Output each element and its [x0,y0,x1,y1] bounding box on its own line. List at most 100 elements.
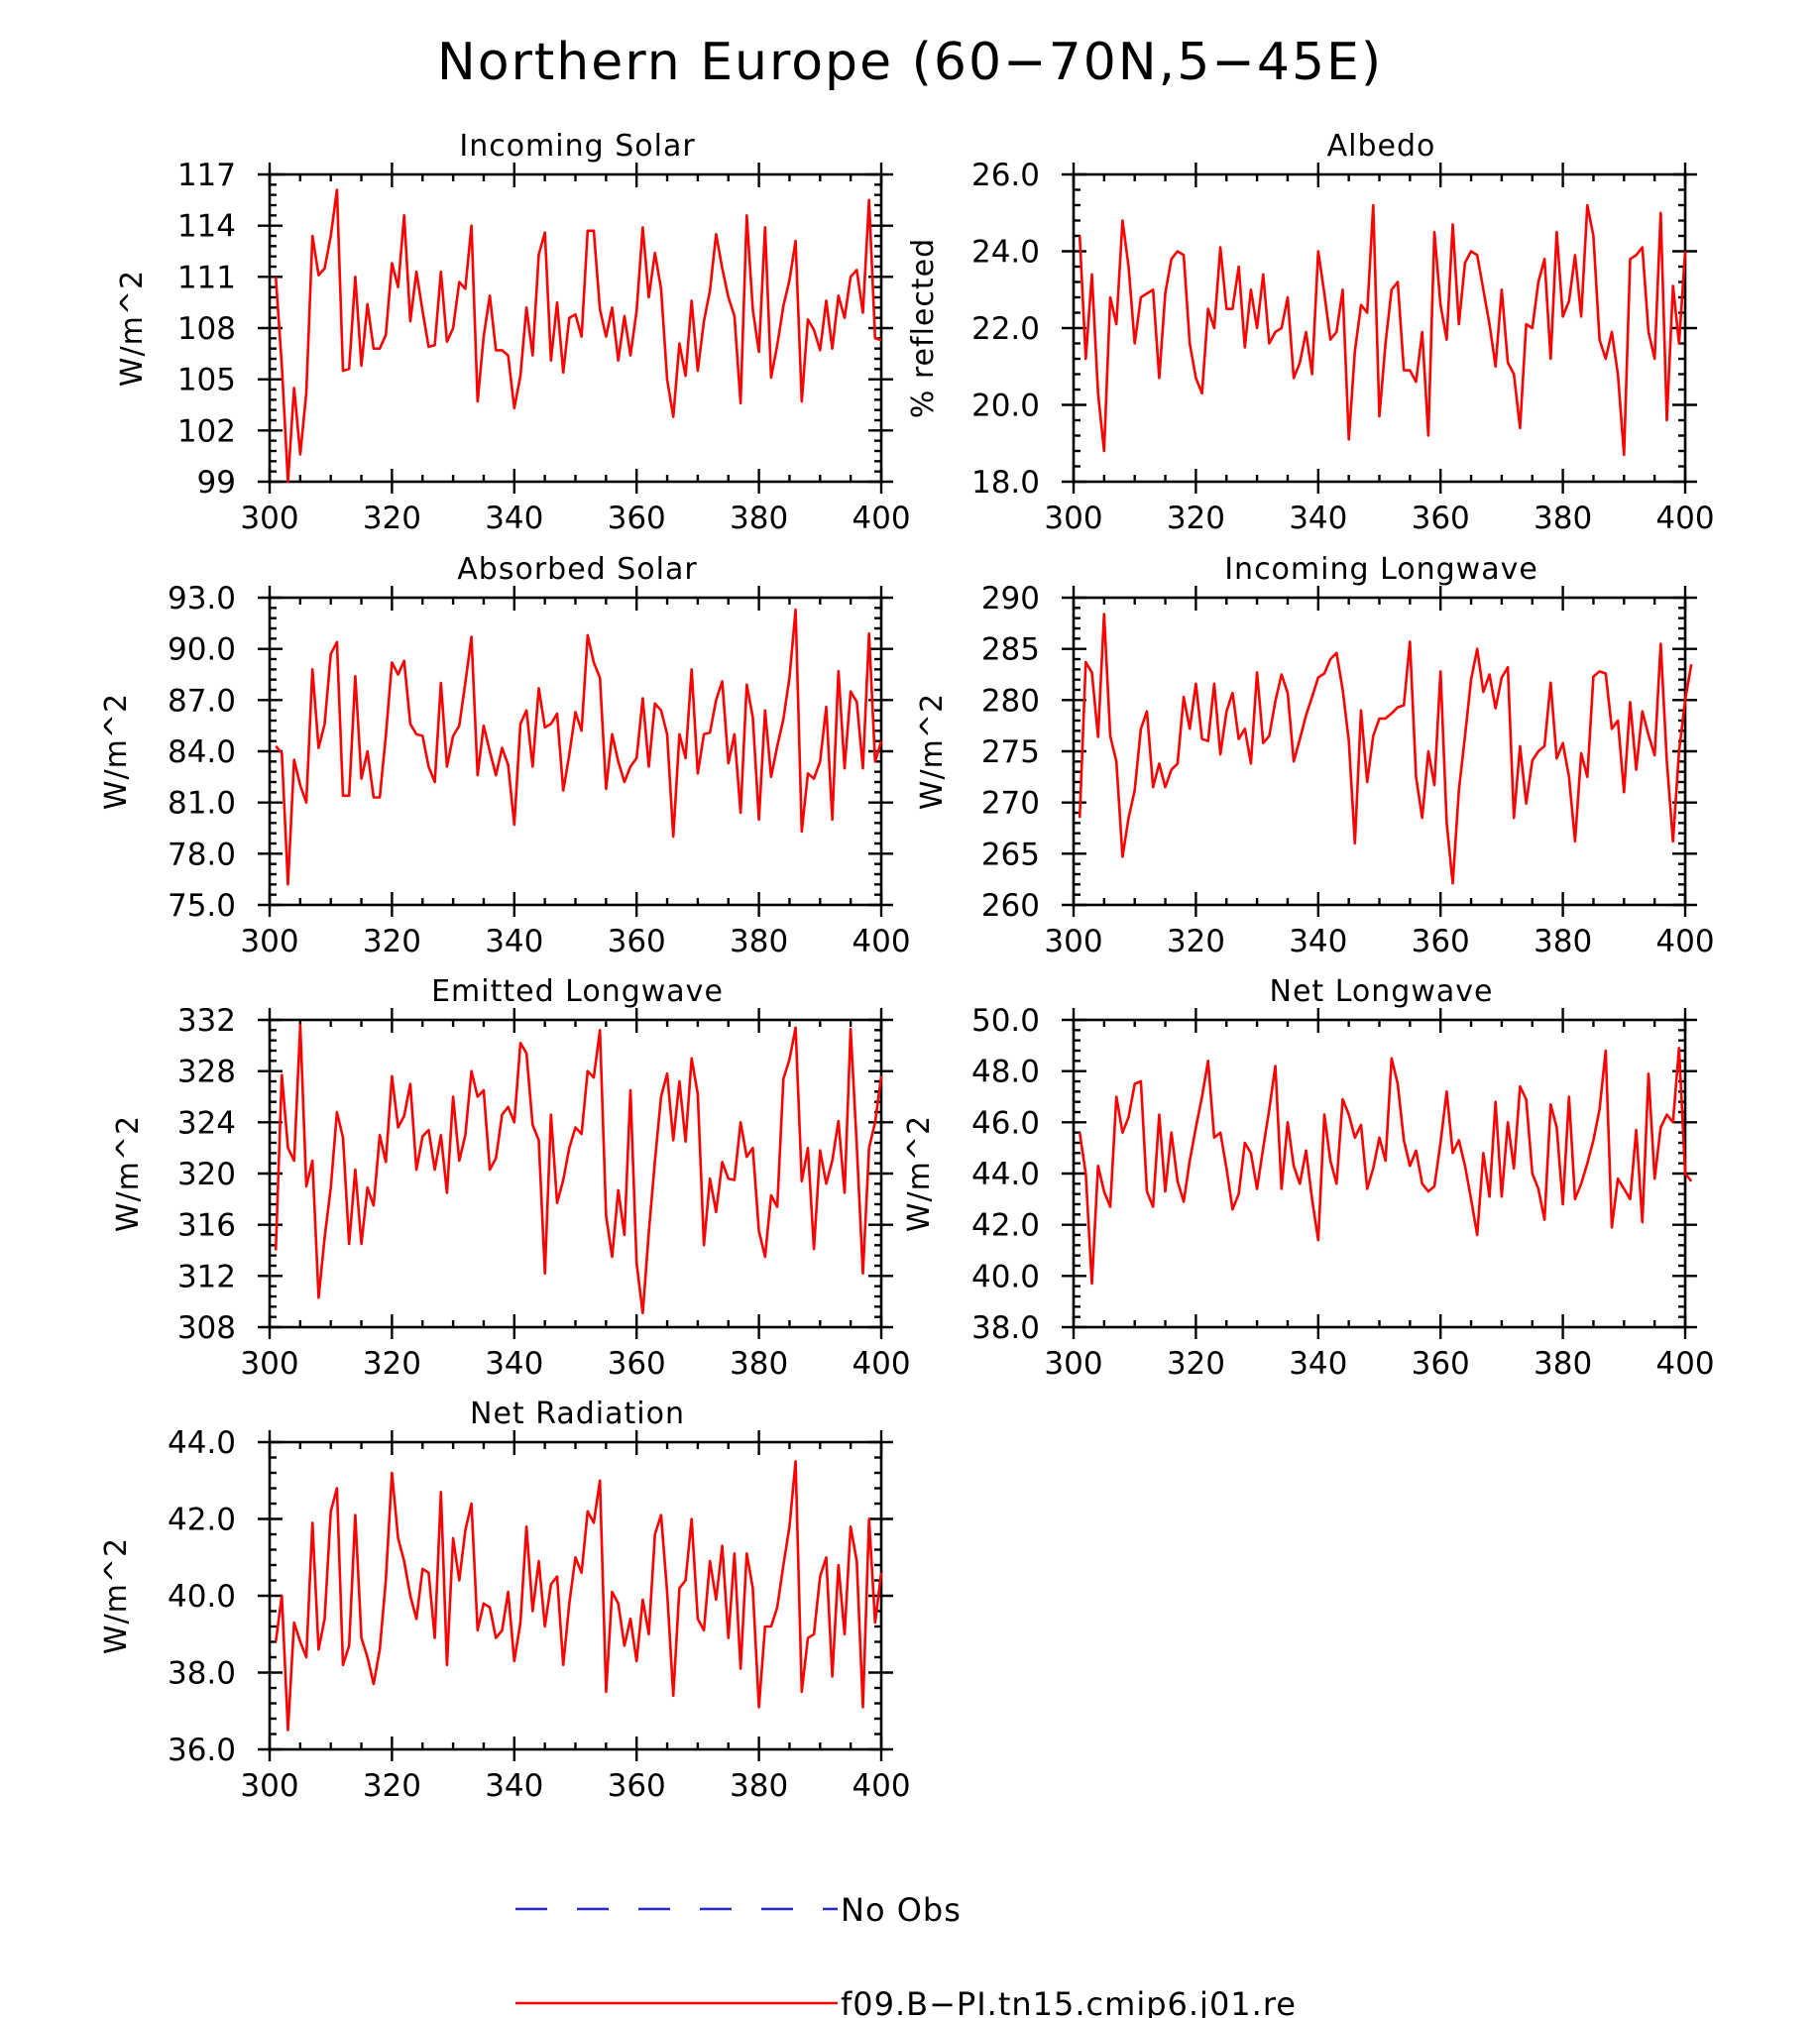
y-tick-label: 38.0 [168,1656,236,1692]
panel-title: Albedo [1327,129,1436,164]
y-tick-label: 114 [177,209,236,245]
panel-4: 300 320 340 360 380 400 260 265 270 275 280 285 290 I… [915,552,1715,959]
x-tick-label: 340 [485,1768,543,1804]
y-tick-label: 260 [981,888,1040,924]
series-line [1078,1047,1693,1286]
y-tick-label: 18.0 [971,465,1040,501]
y-tick-label: 84.0 [168,734,236,770]
y-tick-label: 332 [177,1003,236,1039]
x-tick-label: 400 [852,1768,910,1804]
plot-frame [268,1018,883,1329]
x-tick-label: 320 [1167,1346,1225,1382]
y-axis-label: W/m^2 [99,693,134,810]
y-tick-label: 290 [981,581,1040,617]
series-line [274,1460,883,1732]
x-tick-label: 340 [485,924,543,959]
y-tick-label: 48.0 [971,1055,1040,1090]
x-tick-label: 380 [730,1768,788,1804]
y-tick-label: 316 [177,1208,236,1244]
y-tick-label: 280 [981,683,1040,719]
x-tick-label: 400 [1655,1346,1714,1382]
y-tick-label: 20.0 [971,389,1040,424]
y-tick-label: 270 [981,786,1040,822]
x-tick-label: 360 [1412,924,1470,959]
plot-frame [268,1440,883,1751]
panel-title: Incoming Solar [459,129,695,164]
y-tick-label: 328 [177,1055,236,1090]
y-tick-label: 42.0 [168,1503,236,1538]
x-tick-label: 360 [608,1768,666,1804]
plot-frame [1072,172,1687,484]
x-tick-label: 340 [1289,501,1347,536]
y-tick-label: 87.0 [168,683,236,719]
figure-title: Northern Europe (60−70N,5−45E) [437,33,1383,92]
plot-frame [268,596,883,907]
x-tick-label: 300 [240,1346,298,1382]
x-tick-label: 320 [363,501,421,536]
x-tick-label: 300 [1044,924,1102,959]
y-tick-label: 324 [177,1105,236,1141]
x-tick-label: 400 [1655,501,1714,536]
legend-label-no-obs: No Obs [841,1891,962,1929]
y-tick-label: 105 [177,363,236,398]
x-tick-label: 380 [730,924,788,959]
y-axis-label: W/m^2 [115,270,150,387]
x-tick-label: 400 [852,1346,910,1382]
x-tick-label: 320 [363,1346,421,1382]
x-tick-label: 320 [363,924,421,959]
x-tick-label: 360 [608,501,666,536]
panel-5: 300 320 340 360 380 400 308 312 316 320 324 328 332 E… [111,974,911,1382]
y-tick-label: 42.0 [971,1208,1040,1244]
panel-title: Emitted Longwave [431,974,724,1009]
panel-3: 300 320 340 360 380 400 75.0 78.0 81.0 84.0 87.0 90… [99,552,911,959]
legend: No Obs f09.B−PI.tn15.cmip6.j01.re [515,1891,1297,2018]
y-tick-label: 36.0 [168,1733,236,1768]
y-tick-label: 24.0 [971,235,1040,271]
x-tick-label: 320 [1167,924,1225,959]
x-tick-label: 320 [1167,501,1225,536]
x-tick-label: 400 [852,924,910,959]
x-tick-label: 340 [1289,924,1347,959]
y-axis-label: W/m^2 [99,1537,134,1654]
y-tick-label: 44.0 [168,1425,236,1461]
x-tick-label: 360 [1412,501,1470,536]
x-tick-label: 380 [1534,1346,1592,1382]
x-tick-label: 380 [730,1346,788,1382]
y-axis-label: W/m^2 [902,1115,937,1232]
panel-6: 300 320 340 360 380 400 38.0 40.0 42.0 44.0 46.0 48… [902,974,1715,1382]
y-tick-label: 46.0 [971,1105,1040,1141]
y-tick-label: 38.0 [971,1310,1040,1346]
y-tick-label: 320 [177,1157,236,1192]
series-line [274,1023,883,1315]
plot-frame [1072,1018,1687,1329]
y-tick-label: 275 [981,734,1040,770]
y-tick-label: 81.0 [168,786,236,822]
x-tick-label: 320 [363,1768,421,1804]
y-tick-label: 40.0 [971,1259,1040,1294]
y-tick-label: 99 [197,465,236,501]
x-tick-label: 400 [1655,924,1714,959]
panel-title: Net Radiation [470,1397,685,1431]
y-tick-label: 265 [981,837,1040,872]
x-tick-label: 300 [240,501,298,536]
panel-title: Incoming Longwave [1224,552,1538,587]
y-tick-label: 308 [177,1310,236,1346]
x-tick-label: 340 [1289,1346,1347,1382]
series-line [1078,613,1693,885]
x-tick-label: 340 [485,1346,543,1382]
x-tick-label: 360 [608,1346,666,1382]
x-tick-label: 400 [852,501,910,536]
y-tick-label: 90.0 [168,632,236,668]
series-line [1078,203,1687,457]
y-tick-label: 50.0 [971,1003,1040,1039]
plot-frame [1072,596,1687,907]
legend-label-model: f09.B−PI.tn15.cmip6.j01.re [841,1985,1297,2018]
panel-title: Net Longwave [1270,974,1494,1009]
series-line [274,188,882,484]
y-tick-label: 312 [177,1259,236,1294]
y-tick-label: 117 [177,158,236,193]
x-tick-label: 340 [485,501,543,536]
y-axis-label: W/m^2 [915,693,950,810]
y-tick-label: 44.0 [971,1157,1040,1192]
